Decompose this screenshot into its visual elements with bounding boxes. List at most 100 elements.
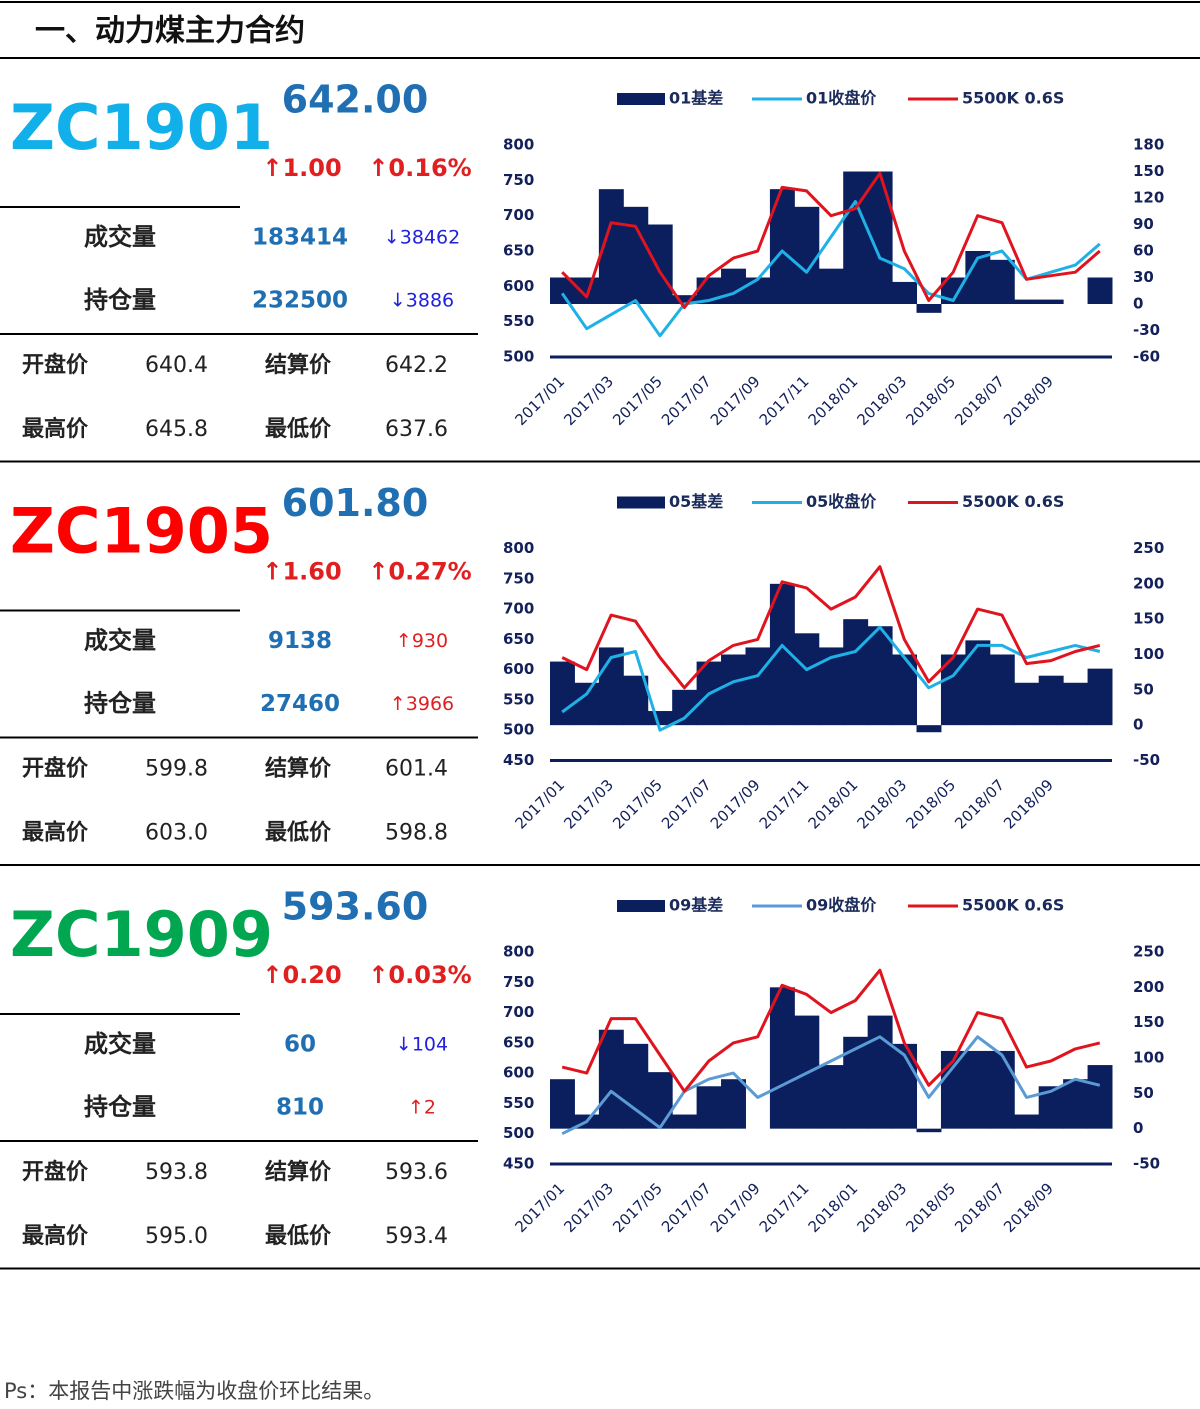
row-value: 232500 xyxy=(252,288,348,314)
price-value: 593.4 xyxy=(385,1224,448,1249)
row-value: 60 xyxy=(284,1032,316,1058)
bar xyxy=(647,224,673,304)
y2-tick-label: 0 xyxy=(1133,295,1143,313)
bar xyxy=(598,647,624,726)
change: ↑0.20 xyxy=(262,961,341,989)
bar xyxy=(1014,682,1040,726)
line-series xyxy=(561,1035,1101,1136)
x-tick-label: 2017/01 xyxy=(511,1179,568,1236)
bar xyxy=(550,661,575,726)
change-pct: ↑0.27% xyxy=(368,558,471,586)
y-tick-label: 500 xyxy=(503,348,534,366)
row-label: 成交量 xyxy=(84,1030,156,1058)
bar xyxy=(867,626,893,726)
bar xyxy=(1014,299,1040,304)
y2-tick-label: 90 xyxy=(1133,215,1154,233)
bar xyxy=(989,654,1015,726)
y2-tick-label: -30 xyxy=(1133,321,1160,339)
bar xyxy=(721,268,746,304)
bar xyxy=(818,1065,844,1129)
x-tick-label: 2017/05 xyxy=(609,776,666,833)
legend-label: 05基差 xyxy=(669,492,723,511)
line-series xyxy=(560,200,1101,338)
bar xyxy=(916,725,942,733)
price-value: 637.6 xyxy=(385,417,448,442)
y2-tick-label: 50 xyxy=(1133,680,1154,698)
bar xyxy=(745,647,771,726)
y2-tick-label: 200 xyxy=(1133,574,1164,592)
legend-label: 5500K 0.6S xyxy=(962,89,1064,108)
legend-label: 09基差 xyxy=(669,896,723,915)
legend-label: 09收盘价 xyxy=(806,896,877,915)
bar xyxy=(1087,1065,1113,1129)
y-tick-label: 700 xyxy=(503,206,534,224)
row-delta: ↓38462 xyxy=(384,227,460,249)
y-tick-label: 600 xyxy=(503,660,534,678)
y2-tick-label: 100 xyxy=(1133,1049,1164,1067)
x-tick-label: 2017/07 xyxy=(658,372,715,429)
y2-tick-label: 150 xyxy=(1133,610,1164,628)
price-value: 595.0 xyxy=(145,1224,208,1249)
x-tick-label: 2018/07 xyxy=(951,776,1008,833)
bar xyxy=(916,304,942,313)
price-label: 最高价 xyxy=(22,1223,89,1249)
y2-tick-label: 200 xyxy=(1133,978,1164,996)
x-tick-label: 2017/03 xyxy=(560,1179,617,1236)
bar xyxy=(989,259,1015,304)
row-value: 27460 xyxy=(260,691,340,717)
bar xyxy=(843,1036,869,1129)
y2-tick-label: 0 xyxy=(1133,1119,1143,1137)
row-delta: ↓104 xyxy=(396,1034,448,1056)
x-tick-label: 2017/09 xyxy=(707,776,764,833)
bar xyxy=(1014,1114,1040,1129)
legend-swatch xyxy=(617,93,665,105)
bar xyxy=(818,647,844,726)
bar xyxy=(721,1079,746,1129)
price-label: 最高价 xyxy=(22,416,89,442)
y-tick-label: 800 xyxy=(503,943,534,961)
bar xyxy=(1038,675,1064,726)
y-tick-label: 450 xyxy=(503,751,534,769)
y2-tick-label: 0 xyxy=(1133,716,1143,734)
price-label: 结算价 xyxy=(265,756,332,782)
contract-code: ZC1901 xyxy=(10,91,273,164)
x-tick-label: 2018/09 xyxy=(1000,776,1057,833)
y-tick-label: 450 xyxy=(503,1155,534,1173)
bar xyxy=(574,682,600,726)
price-value: 603.0 xyxy=(145,821,208,846)
bar xyxy=(916,1128,942,1133)
legend-label: 05收盘价 xyxy=(806,492,877,511)
y-tick-label: 800 xyxy=(503,136,534,154)
price-label: 最低价 xyxy=(265,417,332,442)
x-tick-label: 2018/01 xyxy=(805,776,862,833)
price-label: 开盘价 xyxy=(22,756,89,782)
bar xyxy=(989,1050,1015,1129)
y-tick-label: 500 xyxy=(503,721,534,739)
y-tick-label: 550 xyxy=(503,312,534,330)
row-delta: ↑2 xyxy=(408,1097,436,1119)
bar xyxy=(574,277,600,304)
price-label: 最低价 xyxy=(265,821,332,846)
price-label: 结算价 xyxy=(265,1159,332,1185)
y-tick-label: 550 xyxy=(503,1094,534,1112)
bar xyxy=(843,619,869,726)
bar xyxy=(1063,1079,1089,1129)
bar xyxy=(1087,277,1113,304)
legend-swatch xyxy=(617,496,665,509)
x-tick-label: 2018/09 xyxy=(1000,372,1057,429)
bar xyxy=(843,171,869,304)
x-tick-label: 2018/01 xyxy=(805,372,862,429)
row-label: 持仓量 xyxy=(84,690,156,718)
y-tick-label: 650 xyxy=(503,1033,534,1051)
bar xyxy=(696,1086,722,1129)
x-tick-label: 2018/03 xyxy=(854,1179,911,1236)
bar xyxy=(867,1015,893,1129)
legend-label: 01基差 xyxy=(669,89,723,108)
y2-tick-label: -50 xyxy=(1133,751,1160,769)
x-tick-label: 2018/05 xyxy=(902,1179,959,1236)
x-tick-label: 2017/11 xyxy=(756,776,813,833)
y-tick-label: 750 xyxy=(503,171,534,189)
bar xyxy=(647,1072,673,1129)
x-tick-label: 2018/07 xyxy=(951,1179,1008,1236)
